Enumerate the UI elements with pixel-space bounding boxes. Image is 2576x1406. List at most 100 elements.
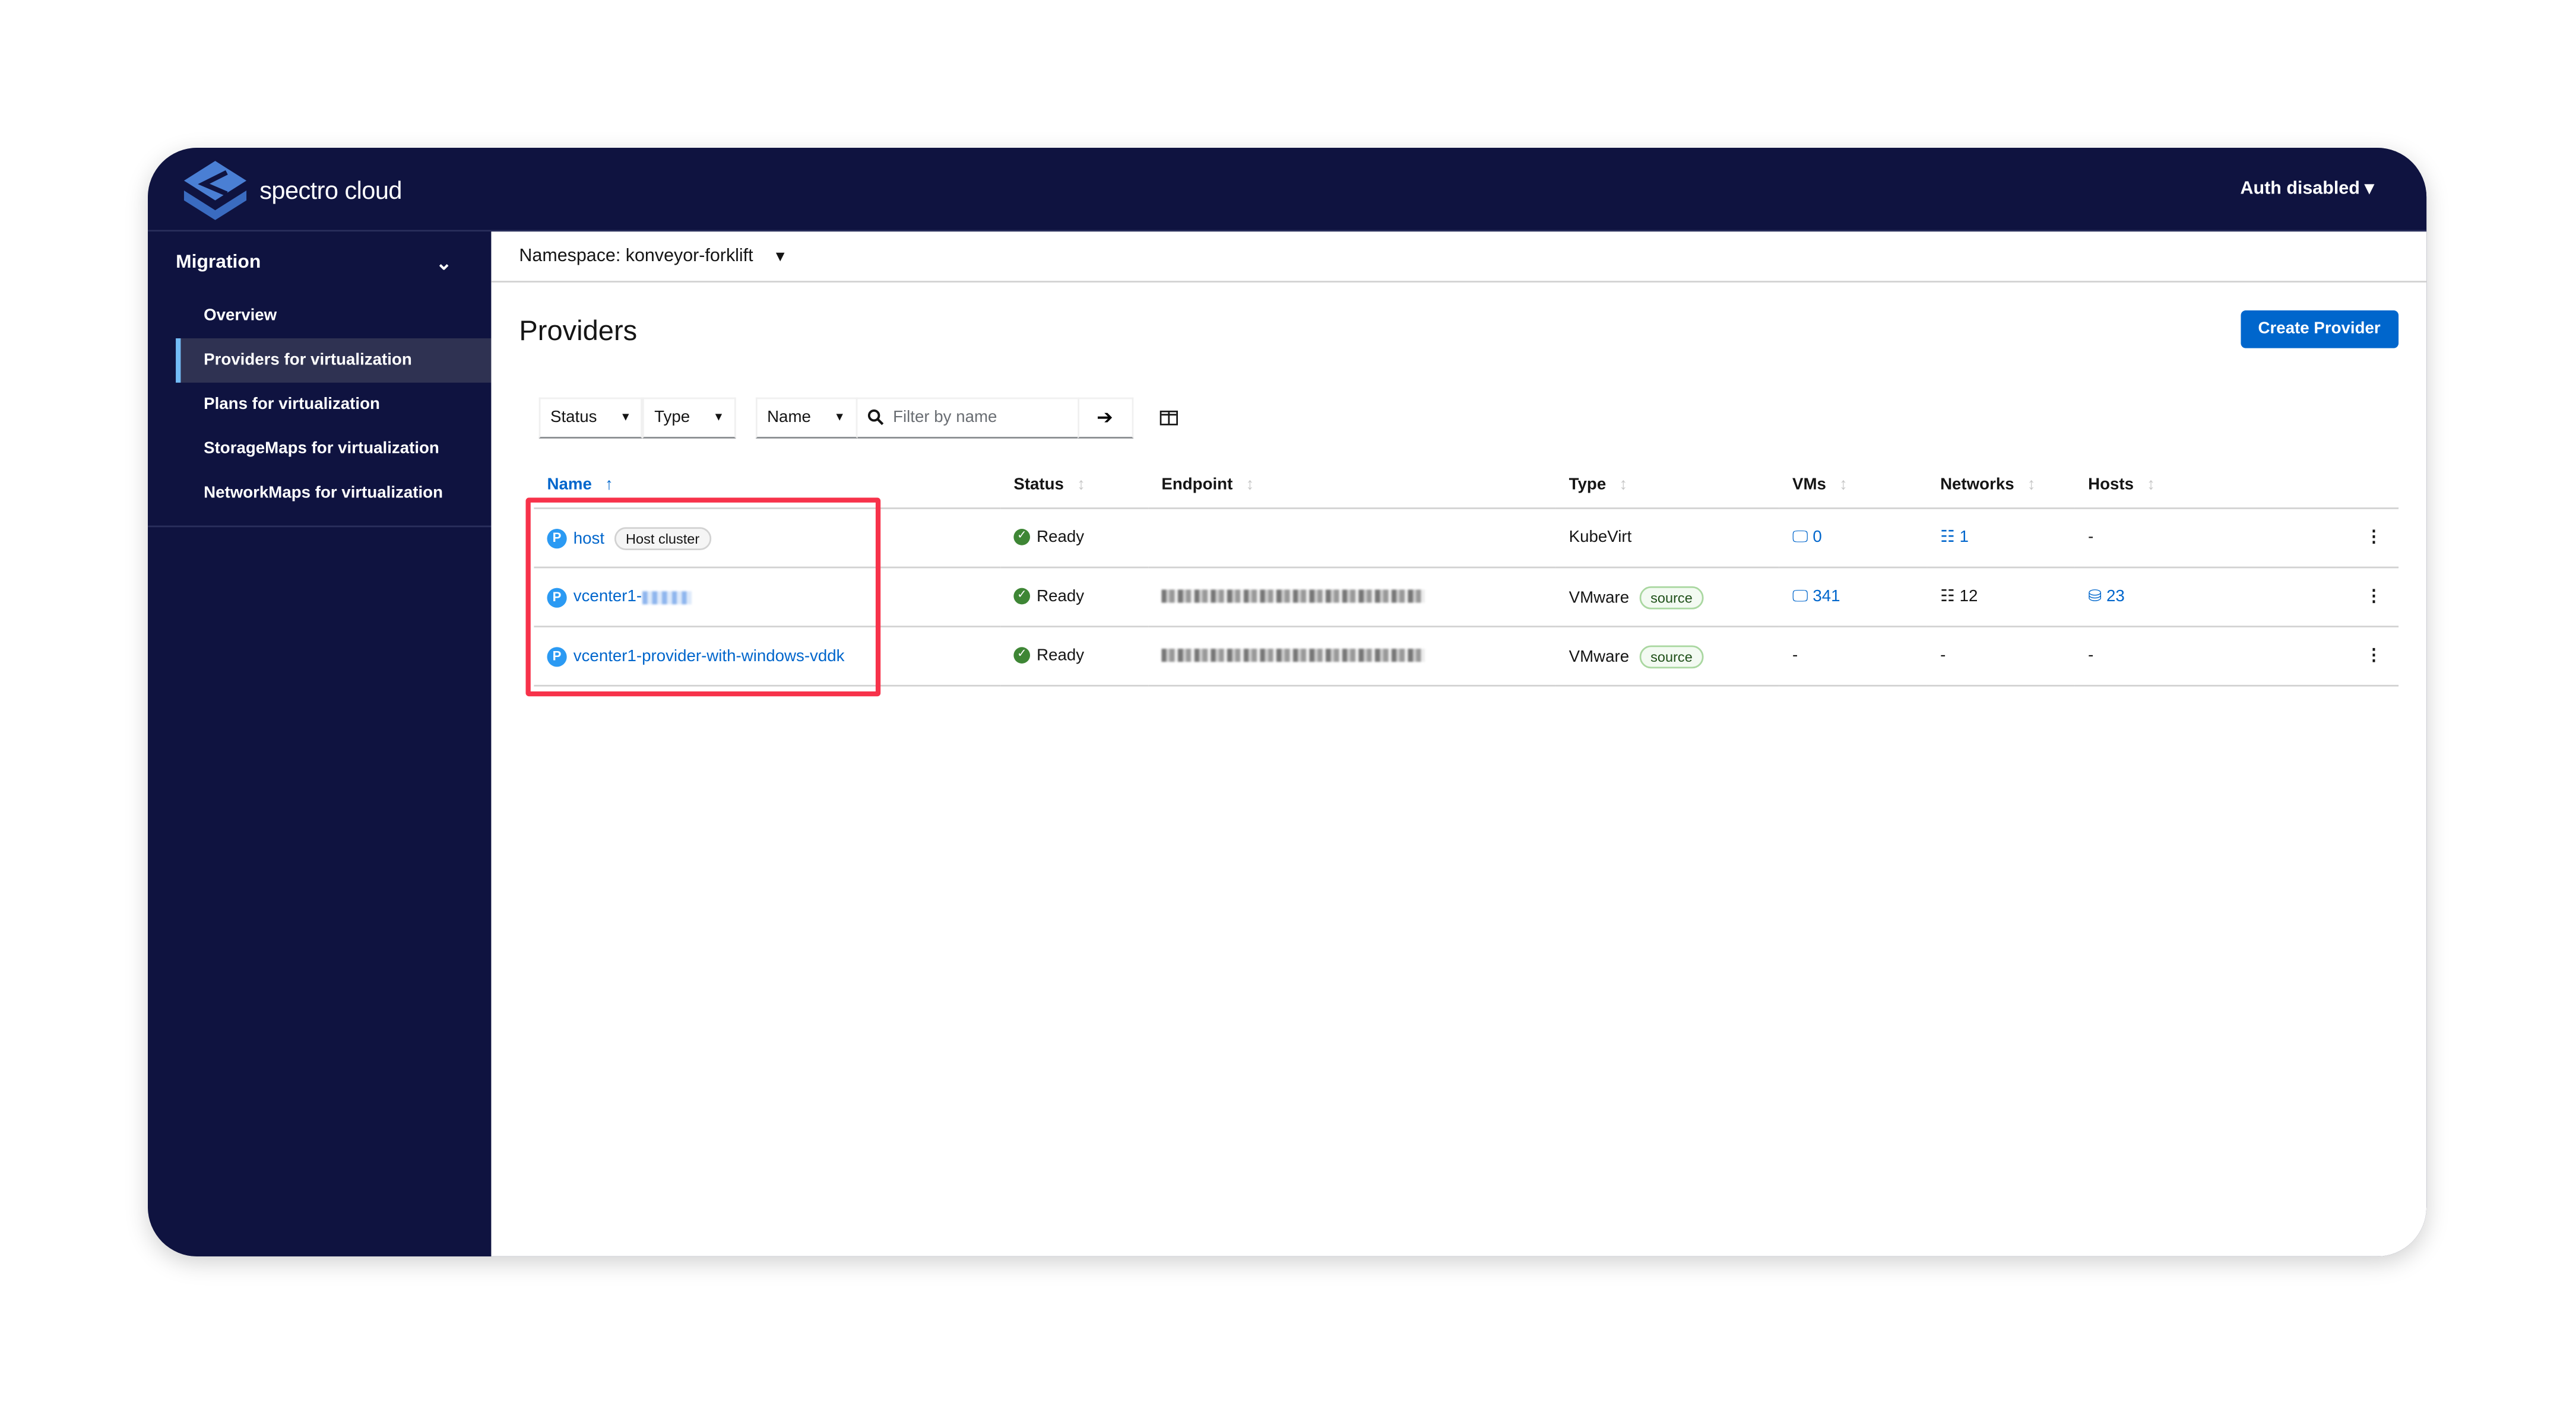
provider-name-link[interactable]: vcenter1-provider-with-windows-vddk bbox=[573, 647, 845, 666]
sidebar-divider bbox=[148, 525, 492, 528]
sidebar-section-migration[interactable]: Migration ⌄ bbox=[148, 231, 491, 294]
column-label: Name bbox=[547, 475, 592, 494]
search-submit-button[interactable]: ➔ bbox=[1077, 396, 1133, 438]
redacted-endpoint bbox=[1161, 590, 1425, 604]
sidebar: Migration ⌄ Overview Providers for virtu… bbox=[148, 231, 492, 1256]
namespace-label: Namespace: konveyor-forklift bbox=[519, 246, 753, 266]
networks-link[interactable]: 1 bbox=[1959, 529, 1969, 547]
status-text: Ready bbox=[1037, 647, 1085, 665]
provider-name-link[interactable]: host bbox=[573, 529, 605, 548]
networks-value: 12 bbox=[1959, 588, 1978, 607]
column-label: Type bbox=[1569, 475, 1607, 494]
sidebar-section-label: Migration bbox=[176, 253, 261, 273]
sidebar-item-storagemaps[interactable]: StorageMaps for virtualization bbox=[204, 440, 439, 459]
provider-icon: P bbox=[547, 587, 567, 607]
attribute-selector[interactable]: Name ▼ bbox=[755, 396, 857, 438]
host-cluster-label: Host cluster bbox=[614, 526, 711, 550]
main-content: Namespace: konveyor-forklift ▼ Providers… bbox=[491, 231, 2427, 1256]
column-header-name[interactable]: Name ↑ bbox=[534, 461, 1001, 509]
provider-icon: P bbox=[547, 528, 567, 548]
sidebar-item-providers[interactable]: Providers for virtualization bbox=[176, 338, 492, 383]
providers-table: Name ↑ Status ↕ Endpoint ↕ Type ↕ VMs ↕ Netwo… bbox=[534, 461, 2399, 687]
sidebar-item-networkmaps[interactable]: NetworkMaps for virtualization bbox=[204, 484, 443, 503]
column-label: Hosts bbox=[2088, 475, 2134, 494]
status-text: Ready bbox=[1037, 588, 1085, 607]
column-header-status[interactable]: Status ↕ bbox=[1000, 461, 1149, 509]
sort-icon: ↕ bbox=[2147, 475, 2156, 494]
check-circle-icon: ✓ bbox=[1013, 648, 1031, 664]
column-label: VMs bbox=[1792, 475, 1826, 494]
vms-link[interactable]: 341 bbox=[1813, 588, 1840, 607]
type-filter-label: Type bbox=[654, 408, 690, 427]
hosts-link[interactable]: 23 bbox=[2106, 588, 2125, 607]
table-header-row: Name ↑ Status ↕ Endpoint ↕ Type ↕ VMs ↕ Netwo… bbox=[534, 461, 2399, 509]
caret-down-icon: ▼ bbox=[834, 411, 845, 423]
source-label: source bbox=[1639, 585, 1704, 609]
caret-down-icon: ▼ bbox=[772, 247, 788, 265]
column-header-actions bbox=[2336, 461, 2399, 509]
network-icon: ☷ bbox=[1940, 529, 1955, 547]
hosts-value: - bbox=[2088, 529, 2094, 547]
network-icon: ☷ bbox=[1940, 588, 1955, 607]
sort-icon: ↕ bbox=[2027, 475, 2036, 494]
vms-link[interactable]: 0 bbox=[1813, 529, 1822, 547]
vms-value: - bbox=[1792, 647, 1798, 665]
spectro-logo-icon bbox=[183, 161, 247, 220]
filter-toolbar: Status ▼ Type ▼ Name ▼ Filter by name ➔ bbox=[538, 396, 1177, 438]
type-filter[interactable]: Type ▼ bbox=[642, 396, 736, 438]
kebab-menu-icon[interactable]: ⋮ bbox=[2336, 508, 2399, 569]
page-title: Providers bbox=[519, 315, 638, 347]
hosts-value: - bbox=[2088, 647, 2094, 665]
create-provider-button[interactable]: Create Provider bbox=[2240, 310, 2399, 348]
sort-icon: ↕ bbox=[1246, 475, 1254, 494]
check-circle-icon: ✓ bbox=[1013, 529, 1031, 546]
kebab-menu-icon[interactable]: ⋮ bbox=[2336, 626, 2399, 687]
host-icon: ⛁ bbox=[2088, 588, 2102, 607]
search-input[interactable]: Filter by name bbox=[893, 408, 997, 427]
brand-name: spectro cloud bbox=[259, 176, 402, 205]
status-filter-label: Status bbox=[550, 408, 597, 427]
search-box[interactable]: Filter by name bbox=[857, 396, 1078, 438]
chevron-down-icon: ⌄ bbox=[436, 254, 452, 275]
caret-down-icon: ▼ bbox=[620, 411, 632, 423]
logo: spectro cloud bbox=[180, 161, 402, 220]
column-header-endpoint[interactable]: Endpoint ↕ bbox=[1148, 461, 1556, 509]
type-text: VMware bbox=[1569, 589, 1630, 607]
caret-down-icon: ▼ bbox=[712, 411, 725, 423]
column-label: Networks bbox=[1940, 475, 2014, 494]
caret-down-icon: ▾ bbox=[2365, 179, 2374, 199]
app-window: spectro cloud Auth disabled ▾ Migration … bbox=[148, 148, 2427, 1256]
type-text: VMware bbox=[1569, 648, 1630, 666]
provider-name-link[interactable]: vcenter1- bbox=[573, 588, 692, 606]
source-label: source bbox=[1639, 645, 1704, 668]
namespace-selector[interactable]: Namespace: konveyor-forklift ▼ bbox=[491, 231, 2427, 283]
check-circle-icon: ✓ bbox=[1013, 588, 1031, 605]
vm-icon: 🖵 bbox=[1792, 588, 1808, 607]
sort-ascending-icon: ↑ bbox=[605, 475, 613, 494]
column-header-vms[interactable]: VMs ↕ bbox=[1779, 461, 1927, 509]
arrow-right-icon: ➔ bbox=[1097, 405, 1113, 429]
top-bar: spectro cloud Auth disabled ▾ bbox=[148, 148, 2427, 232]
column-header-networks[interactable]: Networks ↕ bbox=[1927, 461, 2075, 509]
attribute-selector-label: Name bbox=[767, 408, 811, 427]
auth-menu-label: Auth disabled bbox=[2240, 179, 2360, 199]
sort-icon: ↕ bbox=[1077, 475, 1085, 494]
column-header-type[interactable]: Type ↕ bbox=[1555, 461, 1779, 509]
search-icon bbox=[867, 409, 883, 426]
manage-columns-icon[interactable] bbox=[1159, 410, 1177, 425]
status-filter[interactable]: Status ▼ bbox=[538, 396, 643, 438]
redacted-text bbox=[642, 590, 692, 604]
redacted-endpoint bbox=[1161, 649, 1425, 663]
column-header-hosts[interactable]: Hosts ↕ bbox=[2074, 461, 2336, 509]
kebab-menu-icon[interactable]: ⋮ bbox=[2336, 567, 2399, 628]
type-text: KubeVirt bbox=[1569, 529, 1632, 547]
vm-icon: 🖵 bbox=[1792, 529, 1808, 547]
auth-menu[interactable]: Auth disabled ▾ bbox=[2241, 177, 2374, 199]
column-label: Status bbox=[1013, 475, 1064, 494]
sidebar-item-plans[interactable]: Plans for virtualization bbox=[204, 395, 380, 414]
sidebar-item-overview[interactable]: Overview bbox=[204, 307, 277, 325]
